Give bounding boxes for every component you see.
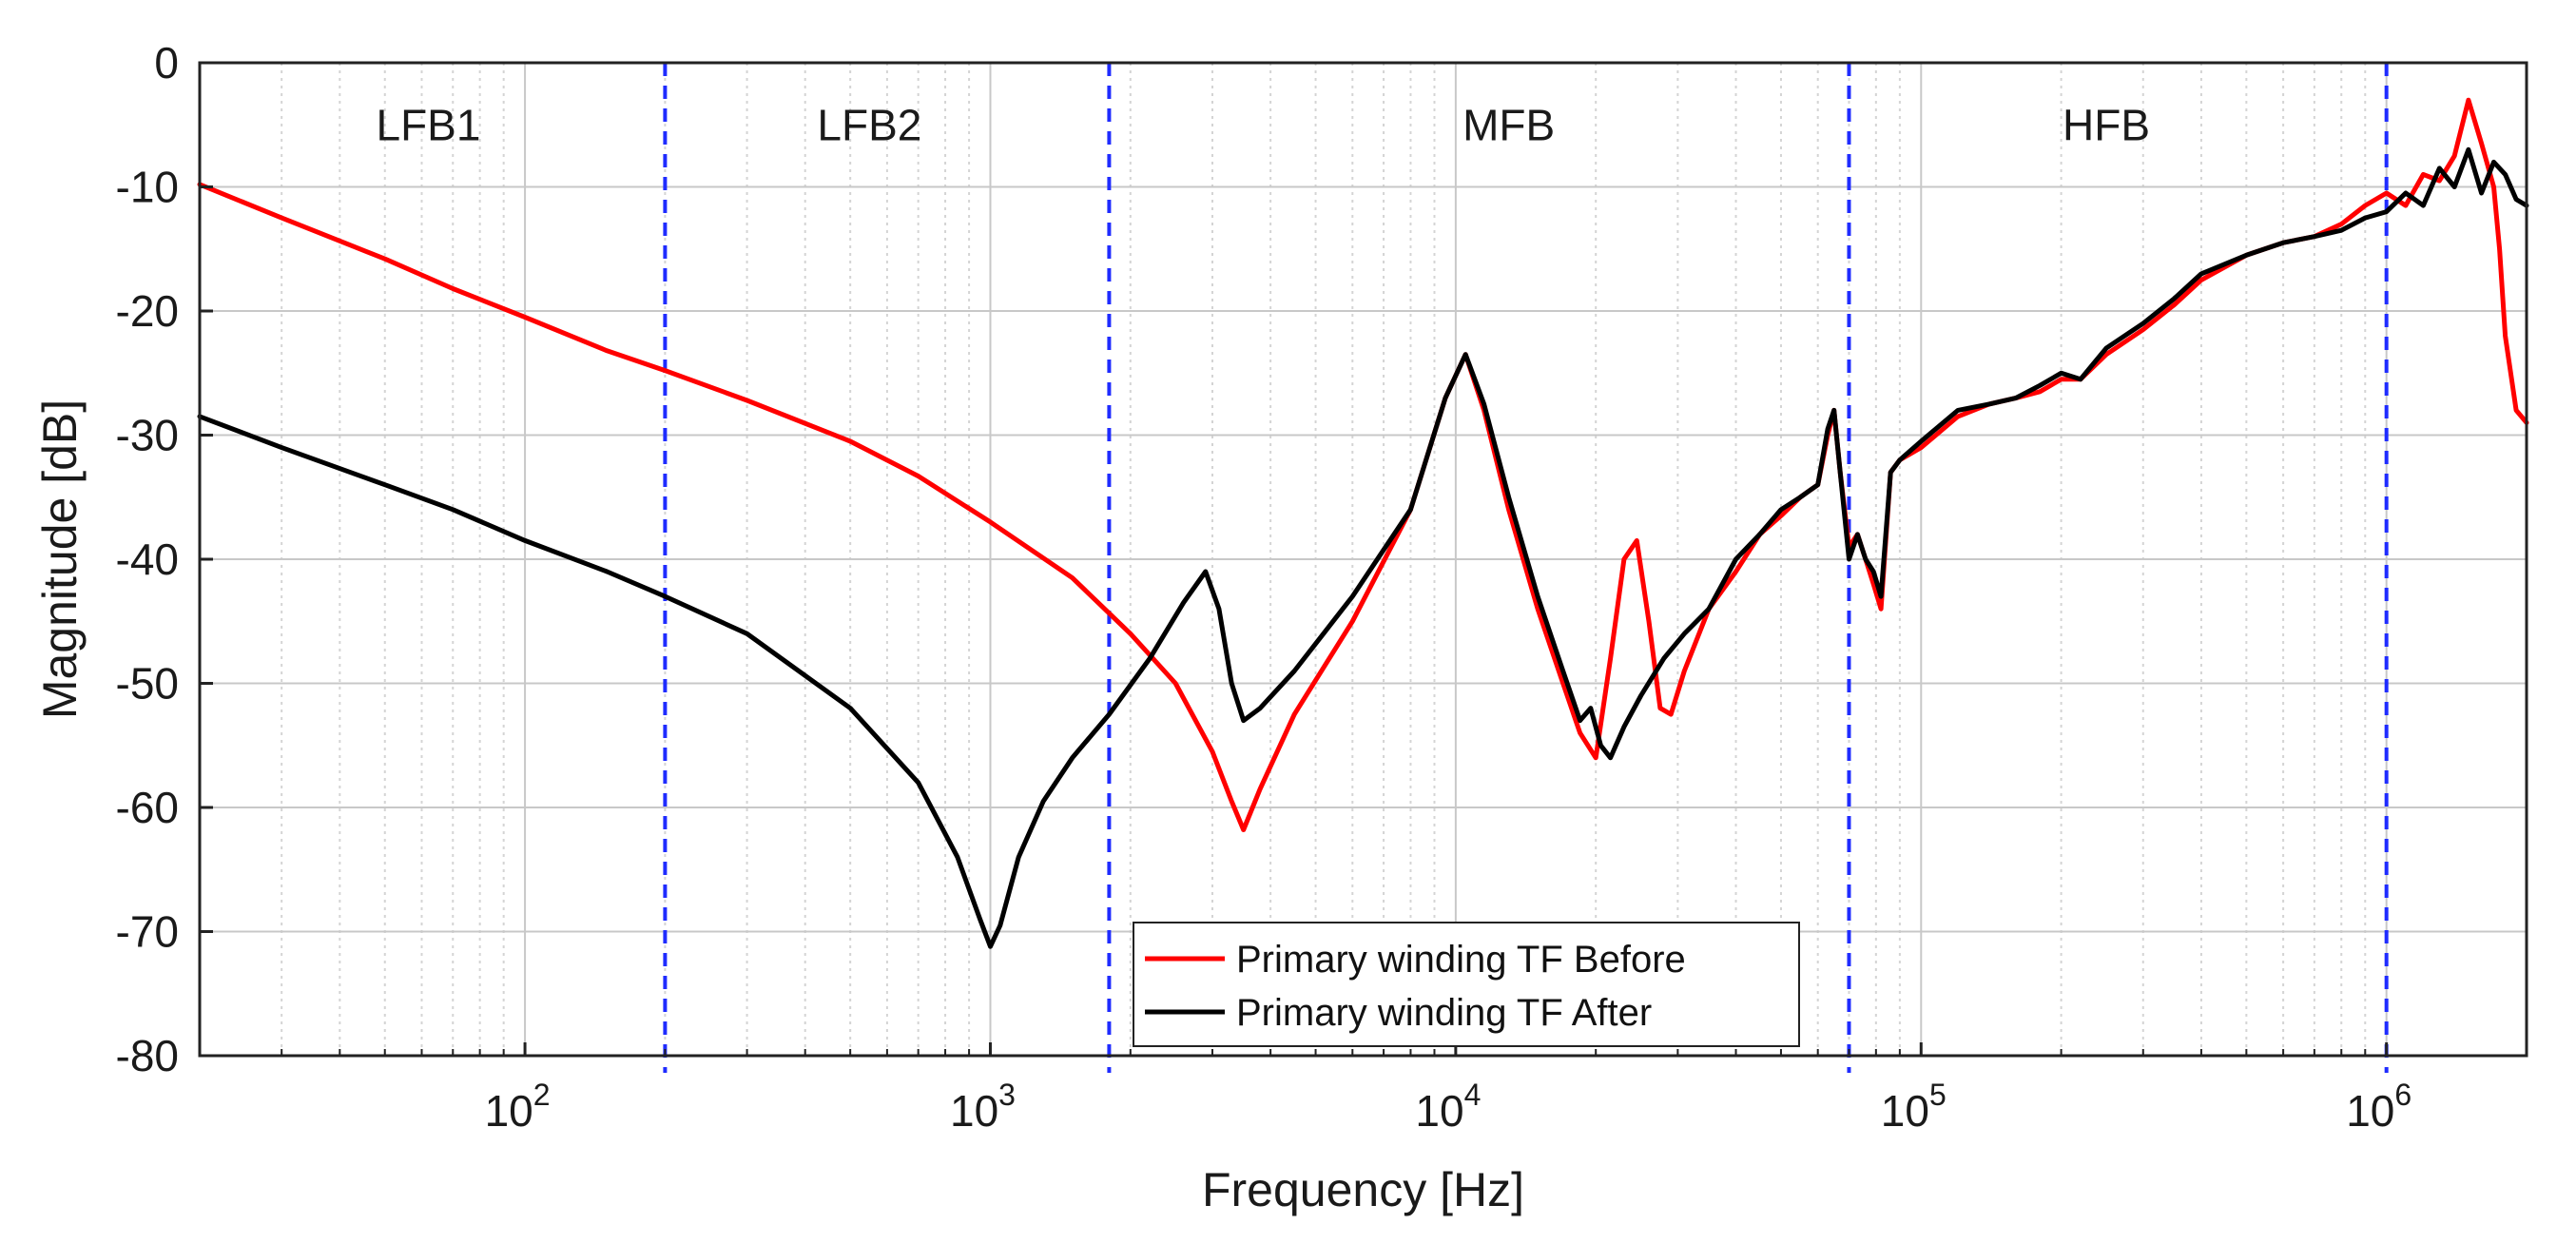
y-axis-ticks: 0 -10 -20 -30 -40 -50 -60 -70 -80: [116, 38, 213, 1080]
y-tick-label: -20: [116, 286, 179, 336]
x-tick-label: 105: [1881, 1078, 1947, 1136]
x-tick-label: 104: [1415, 1078, 1481, 1136]
band-label: MFB: [1462, 100, 1555, 149]
band-labels: LFB1 LFB2 MFB HFB: [376, 100, 2150, 149]
legend: Primary winding TF Before Primary windin…: [1133, 922, 1800, 1047]
x-tick-label: 106: [2346, 1078, 2411, 1136]
series-line-before: [197, 97, 2529, 832]
x-tick-label: 102: [485, 1078, 551, 1136]
band-label: HFB: [2063, 100, 2150, 149]
series-lines: [197, 97, 2529, 949]
band-boundaries: [663, 63, 2389, 1073]
y-tick-label: 0: [154, 38, 179, 87]
y-axis-label: Magnitude [dB]: [33, 399, 87, 719]
y-tick-label: -50: [116, 659, 179, 709]
band-label: LFB1: [376, 100, 480, 149]
legend-box: [1133, 922, 1800, 1047]
series-line-after: [197, 146, 2529, 949]
y-tick-label: -10: [116, 163, 179, 212]
y-tick-label: -40: [116, 535, 179, 584]
y-tick-label: -60: [116, 783, 179, 832]
y-tick-label: -80: [116, 1031, 179, 1080]
x-axis-label: Frequency [Hz]: [1202, 1163, 1524, 1216]
legend-label-after: Primary winding TF After: [1236, 992, 1652, 1034]
y-tick-label: -30: [116, 411, 179, 460]
band-label: LFB2: [817, 100, 921, 149]
x-tick-label: 103: [950, 1078, 1016, 1136]
y-tick-label: -70: [116, 907, 179, 957]
legend-label-before: Primary winding TF Before: [1236, 939, 1686, 981]
x-axis-ticks: 102 103 104 105 106: [281, 1042, 2411, 1136]
